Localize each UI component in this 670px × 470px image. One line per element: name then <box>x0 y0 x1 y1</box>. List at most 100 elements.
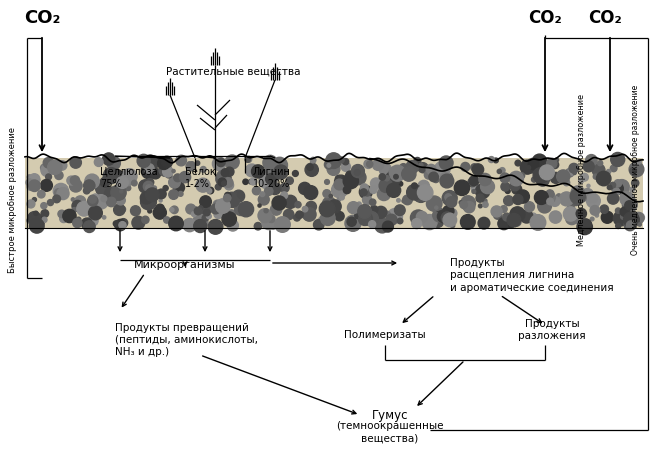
Circle shape <box>114 204 125 215</box>
Circle shape <box>460 215 475 229</box>
Circle shape <box>459 201 463 204</box>
Circle shape <box>342 158 349 165</box>
Circle shape <box>636 159 641 164</box>
Circle shape <box>29 174 40 185</box>
Circle shape <box>563 180 570 186</box>
Circle shape <box>414 157 421 164</box>
Circle shape <box>311 159 315 164</box>
Circle shape <box>67 176 76 185</box>
Circle shape <box>304 186 318 199</box>
Circle shape <box>440 156 453 170</box>
Circle shape <box>200 196 211 207</box>
Text: Гумус: Гумус <box>372 408 408 422</box>
Circle shape <box>327 164 330 167</box>
Circle shape <box>442 212 453 224</box>
Circle shape <box>613 211 628 226</box>
Circle shape <box>140 192 153 204</box>
Circle shape <box>409 164 413 167</box>
Circle shape <box>323 190 331 198</box>
Circle shape <box>434 162 450 177</box>
Circle shape <box>419 163 423 167</box>
Circle shape <box>533 167 549 183</box>
Circle shape <box>620 214 626 219</box>
Circle shape <box>433 176 439 182</box>
Circle shape <box>332 182 348 198</box>
Circle shape <box>188 162 191 165</box>
Circle shape <box>567 205 575 212</box>
Circle shape <box>379 174 385 180</box>
Circle shape <box>461 163 470 171</box>
Circle shape <box>196 161 200 165</box>
Circle shape <box>525 202 535 212</box>
Circle shape <box>590 205 600 215</box>
Circle shape <box>516 190 529 203</box>
Circle shape <box>194 207 202 215</box>
Circle shape <box>253 187 261 195</box>
Circle shape <box>623 197 631 205</box>
Circle shape <box>202 215 208 221</box>
Circle shape <box>122 169 137 184</box>
Circle shape <box>215 184 221 190</box>
Circle shape <box>632 212 644 224</box>
Text: Очень медленное микробное разложение: Очень медленное микробное разложение <box>630 85 639 255</box>
Circle shape <box>268 215 275 222</box>
Circle shape <box>530 215 546 230</box>
Circle shape <box>570 195 581 205</box>
Circle shape <box>77 202 91 216</box>
Circle shape <box>76 217 81 222</box>
Circle shape <box>612 183 623 194</box>
Circle shape <box>472 189 476 193</box>
Circle shape <box>208 219 223 234</box>
Circle shape <box>539 165 554 180</box>
Circle shape <box>546 190 554 198</box>
Circle shape <box>402 167 416 181</box>
Circle shape <box>148 209 151 213</box>
Circle shape <box>88 196 98 206</box>
Circle shape <box>448 209 457 218</box>
Circle shape <box>610 165 617 172</box>
Circle shape <box>354 170 360 175</box>
Circle shape <box>73 219 82 227</box>
Circle shape <box>153 186 157 190</box>
Circle shape <box>171 206 178 213</box>
Circle shape <box>159 199 162 202</box>
Circle shape <box>622 197 637 212</box>
Circle shape <box>92 220 97 225</box>
Circle shape <box>340 195 344 200</box>
Circle shape <box>573 192 578 196</box>
Circle shape <box>616 208 621 213</box>
Circle shape <box>373 159 383 170</box>
Circle shape <box>176 155 186 166</box>
Circle shape <box>224 192 231 199</box>
Circle shape <box>376 180 386 189</box>
Circle shape <box>107 157 121 170</box>
Circle shape <box>491 206 502 217</box>
Circle shape <box>471 164 478 171</box>
Circle shape <box>551 161 559 169</box>
Circle shape <box>255 222 262 230</box>
Circle shape <box>29 214 44 229</box>
Circle shape <box>275 217 290 232</box>
Text: Целлюлоза
75%: Целлюлоза 75% <box>100 167 157 189</box>
Circle shape <box>280 183 289 192</box>
Circle shape <box>510 207 525 222</box>
Circle shape <box>620 207 630 216</box>
Circle shape <box>107 188 111 192</box>
Circle shape <box>178 191 183 196</box>
Text: Лигнин
10-20%: Лигнин 10-20% <box>253 167 291 189</box>
Circle shape <box>48 160 62 174</box>
Circle shape <box>88 215 98 226</box>
Circle shape <box>557 170 570 183</box>
Text: Медленное микробное разложение: Медленное микробное разложение <box>578 94 586 246</box>
Circle shape <box>612 188 620 196</box>
Circle shape <box>165 159 169 162</box>
Circle shape <box>497 169 501 173</box>
Circle shape <box>418 180 429 192</box>
Circle shape <box>624 219 628 223</box>
Circle shape <box>482 176 490 184</box>
Circle shape <box>46 174 52 180</box>
Circle shape <box>214 201 221 208</box>
Circle shape <box>302 206 308 212</box>
Circle shape <box>238 192 244 198</box>
Circle shape <box>379 179 393 193</box>
